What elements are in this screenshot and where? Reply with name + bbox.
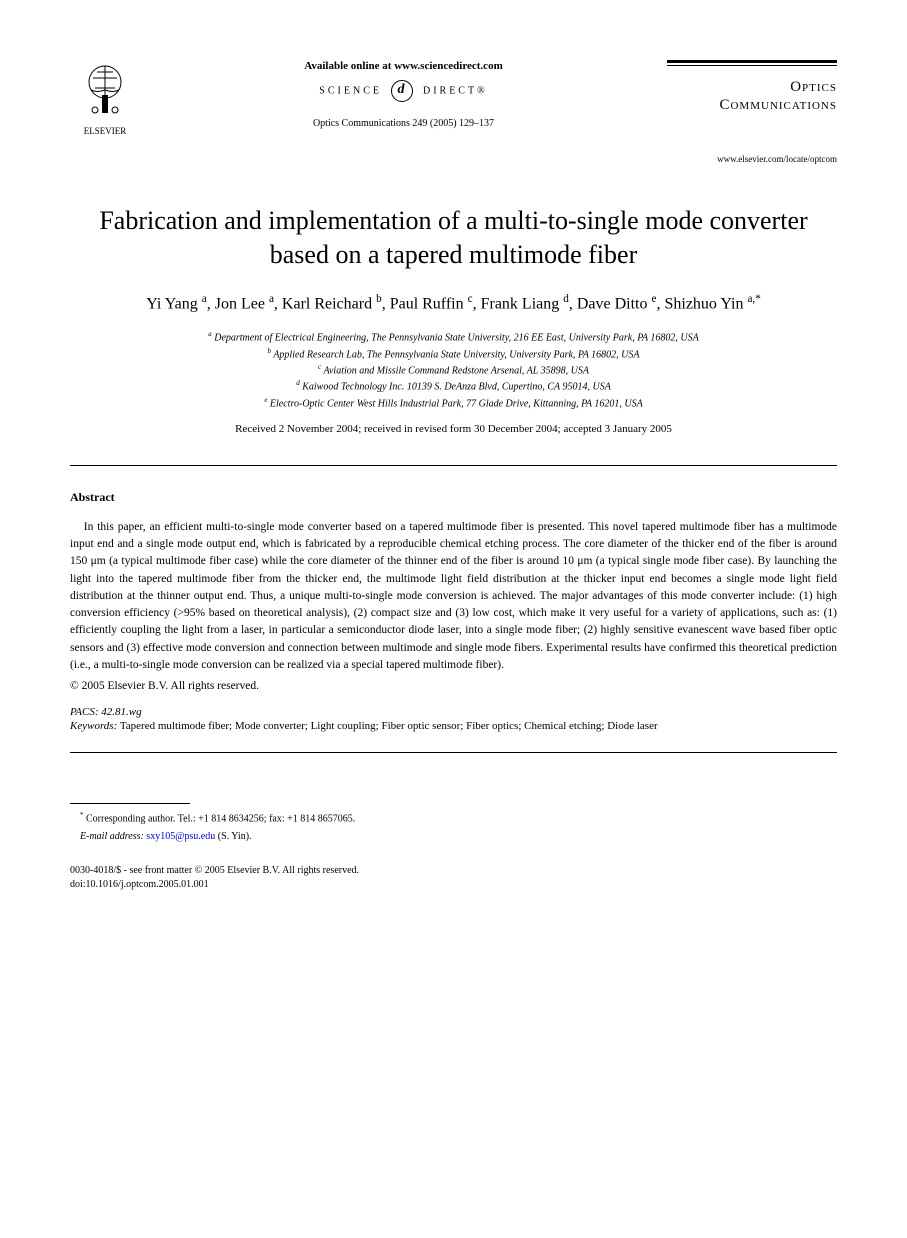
footnote-rule <box>70 803 190 804</box>
publisher-logo: ELSEVIER <box>70 60 140 136</box>
keywords-value: Tapered multimode fiber; Mode converter;… <box>120 720 658 732</box>
elsevier-tree-icon <box>75 60 135 120</box>
abstract-body: In this paper, an efficient multi-to-sin… <box>70 519 837 674</box>
affiliation-a: a Department of Electrical Engineering, … <box>70 329 837 345</box>
paper-page: ELSEVIER Available online at www.science… <box>0 0 907 932</box>
sd-left: SCIENCE <box>319 85 382 96</box>
email-footnote: E-mail address: sxy105@psu.edu (S. Yin). <box>70 829 837 844</box>
header-row: ELSEVIER Available online at www.science… <box>70 60 837 164</box>
pacs-line: PACS: 42.81.wg <box>70 706 837 718</box>
corresponding-author-footnote: * Corresponding author. Tel.: +1 814 863… <box>70 810 837 826</box>
sciencedirect-logo: SCIENCE d DIRECT® <box>160 80 647 102</box>
publisher-name: ELSEVIER <box>70 126 140 136</box>
paper-title: Fabrication and implementation of a mult… <box>70 204 837 272</box>
sd-right: DIRECT® <box>423 85 488 96</box>
abstract-copyright: © 2005 Elsevier B.V. All rights reserved… <box>70 680 837 692</box>
citation-line: Optics Communications 249 (2005) 129–137 <box>160 118 647 129</box>
footer-line2: doi:10.1016/j.optcom.2005.01.001 <box>70 878 837 892</box>
journal-box: Optics Communications www.elsevier.com/l… <box>667 60 837 164</box>
journal-rule-thin <box>667 65 837 66</box>
authors-line: Yi Yang a, Jon Lee a, Karl Reichard b, P… <box>70 292 837 316</box>
footer-line1: 0030-4018/$ - see front matter © 2005 El… <box>70 864 837 878</box>
rule-above-abstract <box>70 465 837 466</box>
email-suffix: (S. Yin). <box>218 831 252 842</box>
email-link[interactable]: sxy105@psu.edu <box>146 831 215 842</box>
center-header: Available online at www.sciencedirect.co… <box>140 60 667 129</box>
affiliation-c: c Aviation and Missile Command Redstone … <box>70 362 837 378</box>
affiliation-d: d Kaiwood Technology Inc. 10139 S. DeAnz… <box>70 378 837 394</box>
sd-d-icon: d <box>391 80 413 102</box>
affiliations-block: a Department of Electrical Engineering, … <box>70 329 837 411</box>
rule-below-keywords <box>70 752 837 753</box>
affiliation-e: e Electro-Optic Center West Hills Indust… <box>70 395 837 411</box>
journal-name: Optics Communications <box>667 78 837 114</box>
journal-rule-thick <box>667 60 837 63</box>
pacs-label: PACS: <box>70 706 99 718</box>
dates-line: Received 2 November 2004; received in re… <box>70 423 837 435</box>
keywords-label: Keywords: <box>70 720 117 732</box>
abstract-heading: Abstract <box>70 490 837 505</box>
journal-url[interactable]: www.elsevier.com/locate/optcom <box>667 154 837 164</box>
available-online-text: Available online at www.sciencedirect.co… <box>160 60 647 72</box>
journal-line2: Communications <box>719 97 837 113</box>
keywords-line: Keywords: Tapered multimode fiber; Mode … <box>70 720 837 732</box>
pacs-value: 42.81.wg <box>101 706 141 718</box>
email-label: E-mail address: <box>80 831 144 842</box>
affiliation-b: b Applied Research Lab, The Pennsylvania… <box>70 346 837 362</box>
journal-line1: Optics <box>790 79 837 95</box>
page-footer: 0030-4018/$ - see front matter © 2005 El… <box>70 864 837 892</box>
